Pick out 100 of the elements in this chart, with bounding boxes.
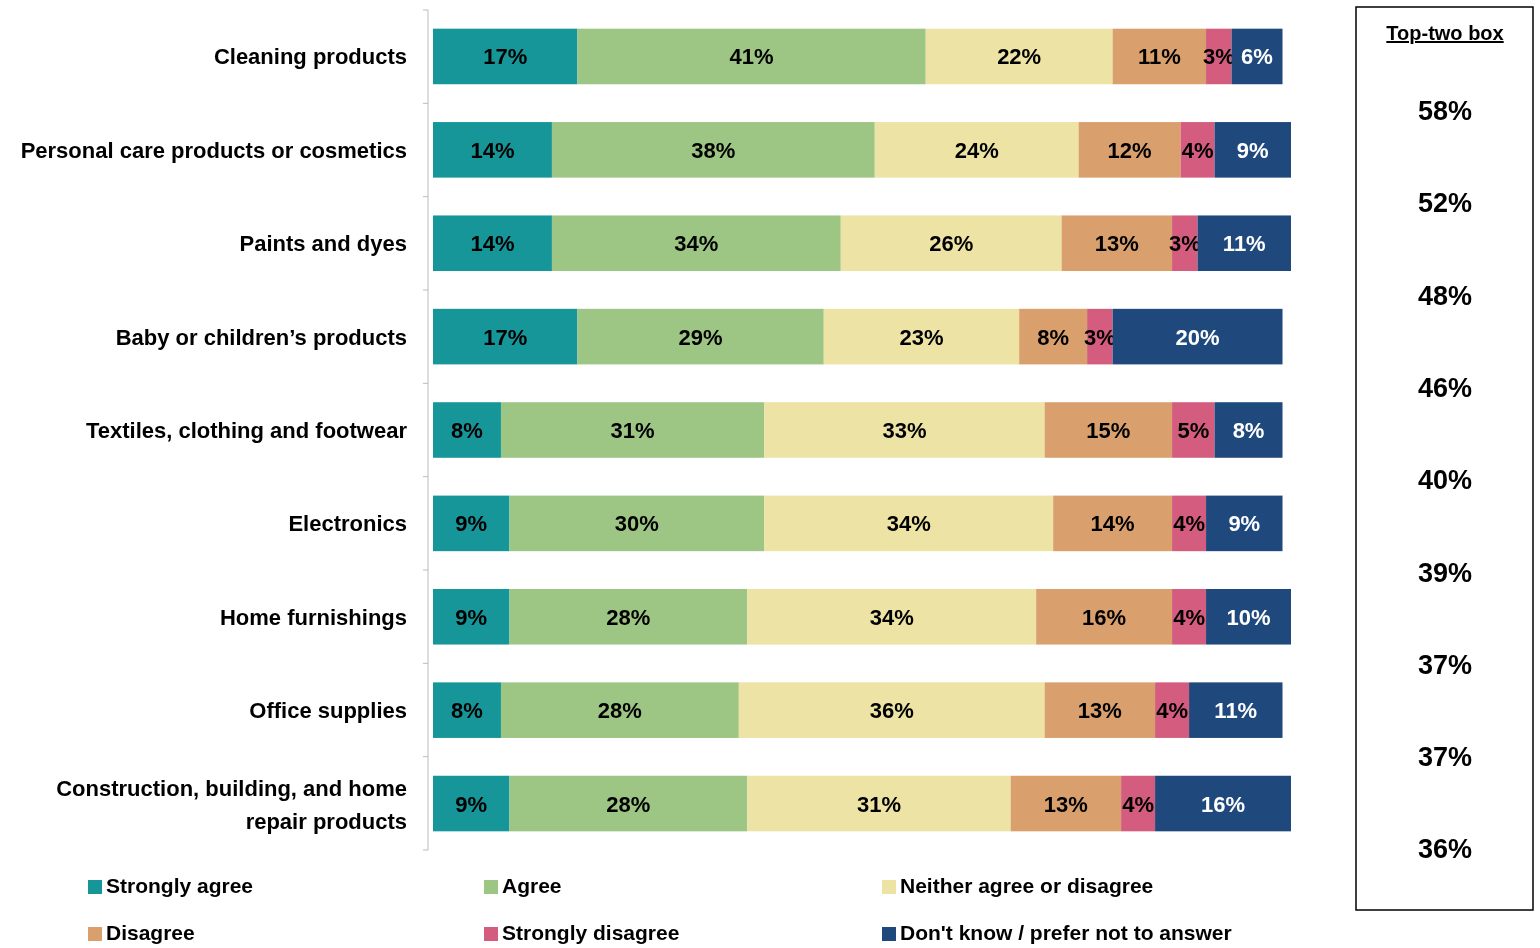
data-label: 17% (483, 44, 528, 70)
text: 58% (1417, 96, 1473, 126)
bar (433, 215, 552, 272)
y-tick-label: Textiles, clothing and footwear (85, 418, 408, 443)
data-label: 17% (483, 324, 528, 350)
text: 37% (1417, 742, 1473, 773)
data-label: 5% (1177, 418, 1210, 443)
bar (764, 495, 1054, 552)
data-label: 8% (1232, 418, 1265, 443)
data-label: 28% (606, 791, 651, 817)
data-label: 13% (1094, 231, 1139, 257)
data-label: 9% (455, 791, 488, 817)
bar (500, 682, 739, 738)
bar (823, 308, 1020, 365)
bar (874, 122, 1079, 178)
y-tick-label: Paints and dyes (239, 231, 407, 257)
data-label: 9% (1228, 511, 1261, 537)
data-label: 14% (470, 137, 515, 163)
data-label: 22% (997, 44, 1042, 70)
data-label: 11% (1137, 44, 1181, 70)
bar (433, 122, 552, 178)
text: 36% (1417, 834, 1473, 865)
data-label: 26% (929, 231, 974, 257)
bar (577, 308, 824, 365)
bar (1214, 122, 1291, 178)
data-label: 20% (1175, 324, 1220, 350)
bar (509, 588, 748, 645)
legend-label: Disagree (106, 921, 195, 944)
data-label: 9% (1236, 137, 1269, 163)
data-label: 6% (1241, 44, 1273, 70)
data-label: 31% (856, 791, 902, 817)
y-tick-label: Construction, building, and home repair products (56, 775, 407, 834)
bar (1010, 775, 1122, 832)
data-label: 4% (1122, 791, 1154, 817)
bar (1214, 402, 1283, 458)
data-label: 34% (869, 604, 914, 630)
bar (738, 682, 1045, 738)
data-label: 8% (451, 698, 483, 724)
legend-label: Neither agree or disagree (900, 874, 1154, 897)
data-label: 33% (882, 418, 927, 443)
data-label: 28% (606, 604, 651, 630)
data-label: 11% (1214, 698, 1258, 724)
data-label: 31% (610, 418, 655, 443)
text: 40% (1417, 465, 1473, 496)
y-tick-label: Baby or children’s products (115, 324, 407, 350)
data-label: 10% (1226, 604, 1271, 630)
data-label: 4% (1173, 511, 1205, 537)
data-label: 9% (455, 604, 488, 630)
text: 46% (1417, 372, 1473, 403)
data-label: 38% (691, 137, 736, 163)
bar (577, 28, 926, 85)
bar (509, 495, 765, 552)
bar (509, 775, 748, 832)
bar (925, 28, 1113, 85)
data-label: 4% (1173, 604, 1205, 630)
y-tick-label: Office supplies (249, 698, 407, 724)
data-label: 14% (1090, 511, 1135, 537)
bar (1206, 588, 1291, 645)
bar (747, 588, 1037, 645)
data-label: 9% (455, 511, 488, 537)
data-label: 11% (1222, 231, 1266, 257)
data-label: 8% (451, 418, 483, 443)
data-label: 13% (1077, 698, 1122, 724)
bar (433, 402, 501, 458)
data-label: 8% (1037, 324, 1070, 350)
bar (1112, 308, 1283, 365)
bar (1036, 588, 1173, 645)
text: 39% (1417, 557, 1473, 588)
data-label: 34% (886, 511, 931, 537)
bar (433, 588, 510, 645)
bar (747, 775, 1011, 832)
bar (433, 775, 510, 832)
bar (1044, 402, 1173, 458)
bar (840, 215, 1062, 272)
y-tick-label: Personal care products or cosmetics (20, 137, 407, 163)
data-label: 15% (1086, 418, 1131, 443)
bar (433, 495, 510, 552)
bar (1197, 215, 1291, 272)
data-label: 13% (1043, 791, 1088, 817)
data-label: 30% (614, 511, 659, 537)
bar (1206, 495, 1283, 552)
bar (551, 122, 875, 178)
text: 52% (1417, 188, 1473, 219)
y-tick-label: Home furnishings (219, 604, 407, 630)
data-label: 28% (597, 698, 642, 724)
data-label: 4% (1181, 137, 1214, 163)
data-label: 14% (470, 231, 515, 257)
bar (551, 215, 841, 272)
data-label: 29% (678, 324, 723, 350)
text: Top-two box (1386, 22, 1504, 44)
legend-label: Strongly agree (106, 874, 254, 897)
data-label: 4% (1156, 698, 1188, 724)
data-label: 34% (674, 231, 719, 257)
data-label: 16% (1201, 791, 1246, 817)
y-tick-label: Electronics (288, 511, 407, 537)
bar (433, 28, 578, 85)
bar (433, 682, 501, 738)
bar (1189, 682, 1283, 738)
data-label: 16% (1082, 604, 1127, 630)
bar (1155, 775, 1291, 832)
